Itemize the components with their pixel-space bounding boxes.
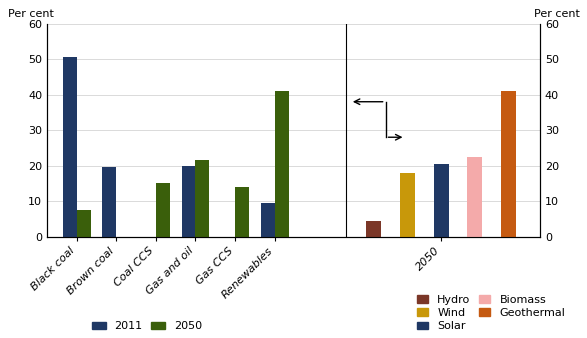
Bar xyxy=(181,166,195,237)
Bar xyxy=(195,160,210,237)
Bar xyxy=(63,57,77,237)
Bar xyxy=(434,164,448,237)
Bar xyxy=(501,91,516,237)
Bar xyxy=(235,187,249,237)
Bar xyxy=(366,221,381,237)
Bar xyxy=(467,157,482,237)
Bar xyxy=(156,183,170,237)
Legend: Hydro, Wind, Solar, Biomass, Geothermal: Hydro, Wind, Solar, Biomass, Geothermal xyxy=(413,290,570,336)
Bar xyxy=(77,210,90,237)
Bar xyxy=(102,167,116,237)
Text: Per cent: Per cent xyxy=(8,9,53,19)
Bar xyxy=(400,173,415,237)
Text: Per cent: Per cent xyxy=(534,9,579,19)
Bar xyxy=(275,91,289,237)
Bar xyxy=(261,203,275,237)
